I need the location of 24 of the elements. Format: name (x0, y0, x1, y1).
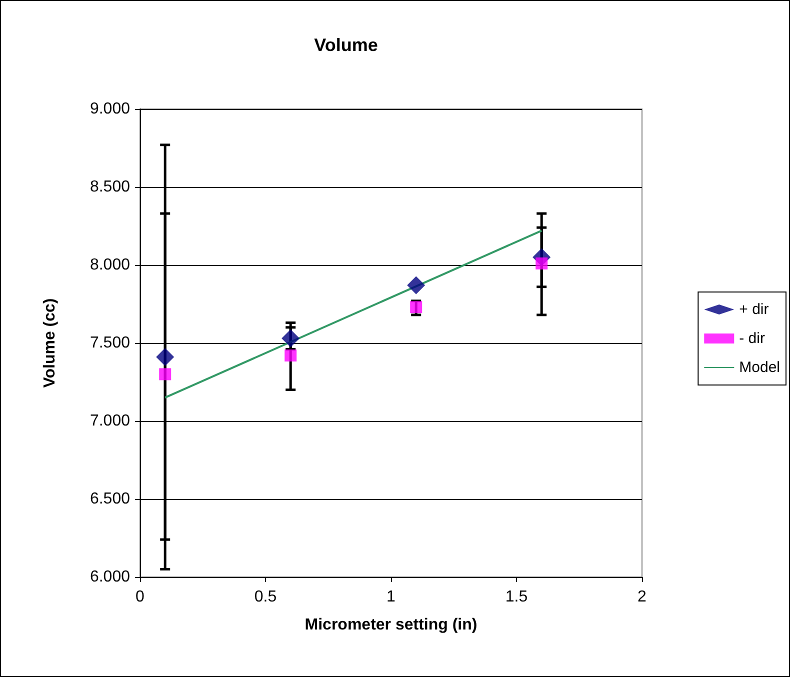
legend-label: + dir (739, 301, 769, 318)
point (282, 329, 300, 348)
x-tick-label: 0 (136, 588, 145, 606)
y-tick-label: 7.500 (90, 334, 130, 352)
point (156, 348, 174, 366)
legend-label: - dir (739, 330, 765, 347)
point (284, 349, 297, 362)
y-tick-label: 7.000 (90, 412, 130, 430)
y-tick-label: 9.000 (90, 100, 130, 118)
y-axis-title: Volume (cc) (42, 298, 58, 388)
x-tick-label: 2 (638, 588, 647, 606)
y-tick-label: 6.500 (90, 490, 130, 508)
x-tick-label: 1 (386, 588, 396, 606)
x-axis-title: Micrometer setting (in) (304, 616, 478, 634)
point (410, 301, 422, 314)
chart-title: Volume (314, 35, 378, 55)
point (407, 276, 426, 294)
x-tick-label: 1.5 (505, 588, 528, 606)
x-tick-label: 0.5 (254, 588, 277, 606)
y-tick-label: 8.500 (90, 178, 130, 196)
y-tick-label: 8.000 (90, 256, 130, 274)
y-tick-label: 6.000 (90, 568, 130, 586)
point (159, 368, 172, 380)
legend-label: Model (739, 359, 780, 376)
